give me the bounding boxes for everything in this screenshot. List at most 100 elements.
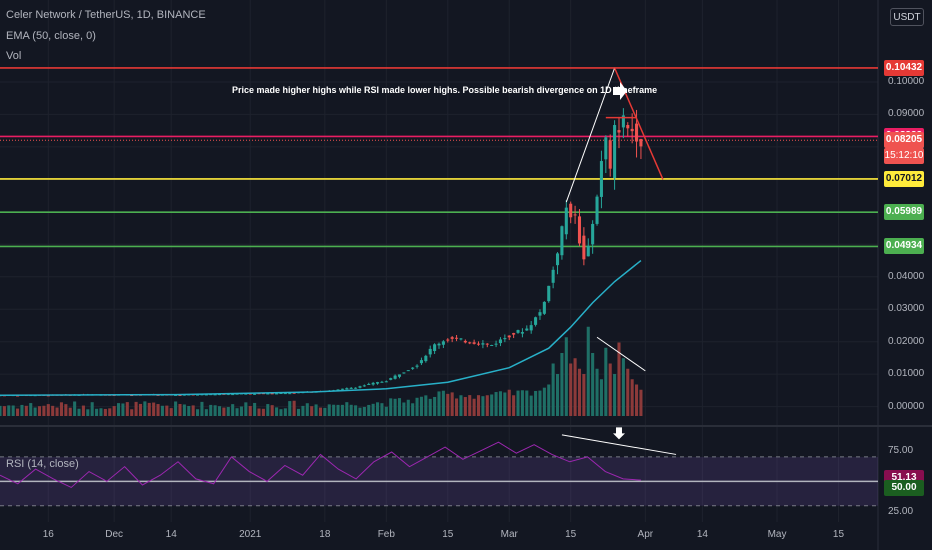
volume-trendline[interactable] [596, 336, 646, 372]
candle [608, 140, 612, 169]
candle [406, 370, 410, 372]
time-tick: Mar [500, 529, 518, 540]
candle [248, 393, 252, 395]
candle [604, 137, 608, 160]
candle [441, 341, 445, 345]
candle [498, 339, 502, 344]
time-tick: May [767, 529, 787, 540]
volume-bar [314, 404, 318, 416]
rsi-legend[interactable]: RSI (14, close) [6, 458, 79, 470]
volume-bar [270, 405, 274, 416]
price-tick: 0.04000 [888, 270, 925, 282]
candle [564, 207, 568, 235]
volume-bar [204, 409, 208, 416]
volume-bar [59, 402, 63, 416]
candle [617, 130, 621, 133]
volume-bar [217, 406, 222, 416]
volume-bar [103, 408, 107, 416]
volume-bar [635, 384, 639, 416]
volume-bar [68, 407, 72, 416]
candle [468, 342, 472, 344]
symbol-legend[interactable]: Celer Network / TetherUS, 1D, BINANCE [6, 9, 206, 21]
higher-highs-trendline[interactable] [565, 67, 616, 203]
volume-bar [507, 389, 511, 416]
volume-bar [512, 395, 516, 416]
volume-bar [613, 374, 617, 416]
volume-bar [296, 408, 301, 416]
candle [415, 365, 419, 367]
volume-bar [239, 406, 243, 416]
volume-bar [564, 337, 568, 416]
rsi-pane [0, 427, 878, 507]
candle [362, 385, 366, 387]
volume-bar [121, 403, 125, 416]
volume-bar [424, 395, 428, 416]
candle [174, 394, 178, 396]
volume-bar [169, 408, 173, 416]
volume-bar [494, 392, 498, 416]
level-price-tag: 0.05989 [884, 204, 924, 221]
candle [525, 328, 529, 331]
candle [635, 123, 639, 142]
volume-bar [586, 326, 590, 416]
candle [446, 339, 450, 341]
candle [397, 374, 402, 377]
volume-bar [551, 363, 555, 416]
volume-bar [191, 405, 195, 416]
volume-bar [476, 395, 481, 416]
volume-bar [354, 405, 358, 416]
volume-bar [116, 403, 121, 416]
volume-bar [143, 401, 147, 416]
vol-legend[interactable]: Vol [6, 50, 22, 62]
volume-bar [37, 406, 42, 416]
volume-bar [152, 402, 156, 416]
candle [376, 382, 380, 384]
ema-legend[interactable]: EMA (50, close, 0) [6, 30, 96, 42]
candle [485, 343, 489, 345]
candle-series [0, 108, 643, 397]
volume-bar [617, 342, 621, 416]
volume-bar [64, 404, 68, 416]
volume-bar [275, 407, 279, 416]
price-tick: 0.09000 [888, 108, 925, 120]
divergence-note: Price made higher highs while RSI made l… [232, 85, 658, 95]
rsi-trendline[interactable] [561, 434, 677, 455]
volume-bar [86, 409, 90, 416]
volume-bar [125, 402, 129, 416]
candle [529, 325, 533, 331]
volume-bar [376, 402, 380, 416]
ema-50-line [0, 259, 642, 397]
rsi-tick: 75.00 [888, 444, 914, 456]
arrow-down-icon [612, 427, 625, 440]
candle [507, 335, 511, 338]
candle [292, 392, 296, 394]
volume-bar [209, 404, 213, 416]
volume-bar [468, 395, 472, 416]
candle [490, 345, 494, 347]
volume-bar [7, 405, 11, 416]
volume-bar [411, 403, 415, 416]
volume-bar [393, 398, 397, 416]
candle [213, 394, 217, 396]
volume-bar [538, 390, 542, 416]
volume-bar [248, 406, 252, 416]
candle [178, 394, 182, 396]
time-tick: 15 [832, 529, 845, 540]
volume-bar [406, 399, 410, 416]
currency-button[interactable]: USDT [890, 8, 924, 26]
volume-bar [599, 379, 603, 416]
candle [534, 317, 538, 325]
candle [402, 372, 406, 374]
volume-bar [81, 405, 85, 416]
candle [591, 223, 595, 245]
volume-bar [446, 393, 450, 416]
volume-bar [498, 391, 502, 416]
candle [393, 375, 397, 379]
horizontal-levels [0, 67, 878, 248]
volume-bar [283, 408, 287, 416]
candle [231, 394, 235, 396]
time-tick: 15 [565, 529, 577, 540]
volume-bar [490, 394, 494, 416]
candle [253, 393, 257, 395]
